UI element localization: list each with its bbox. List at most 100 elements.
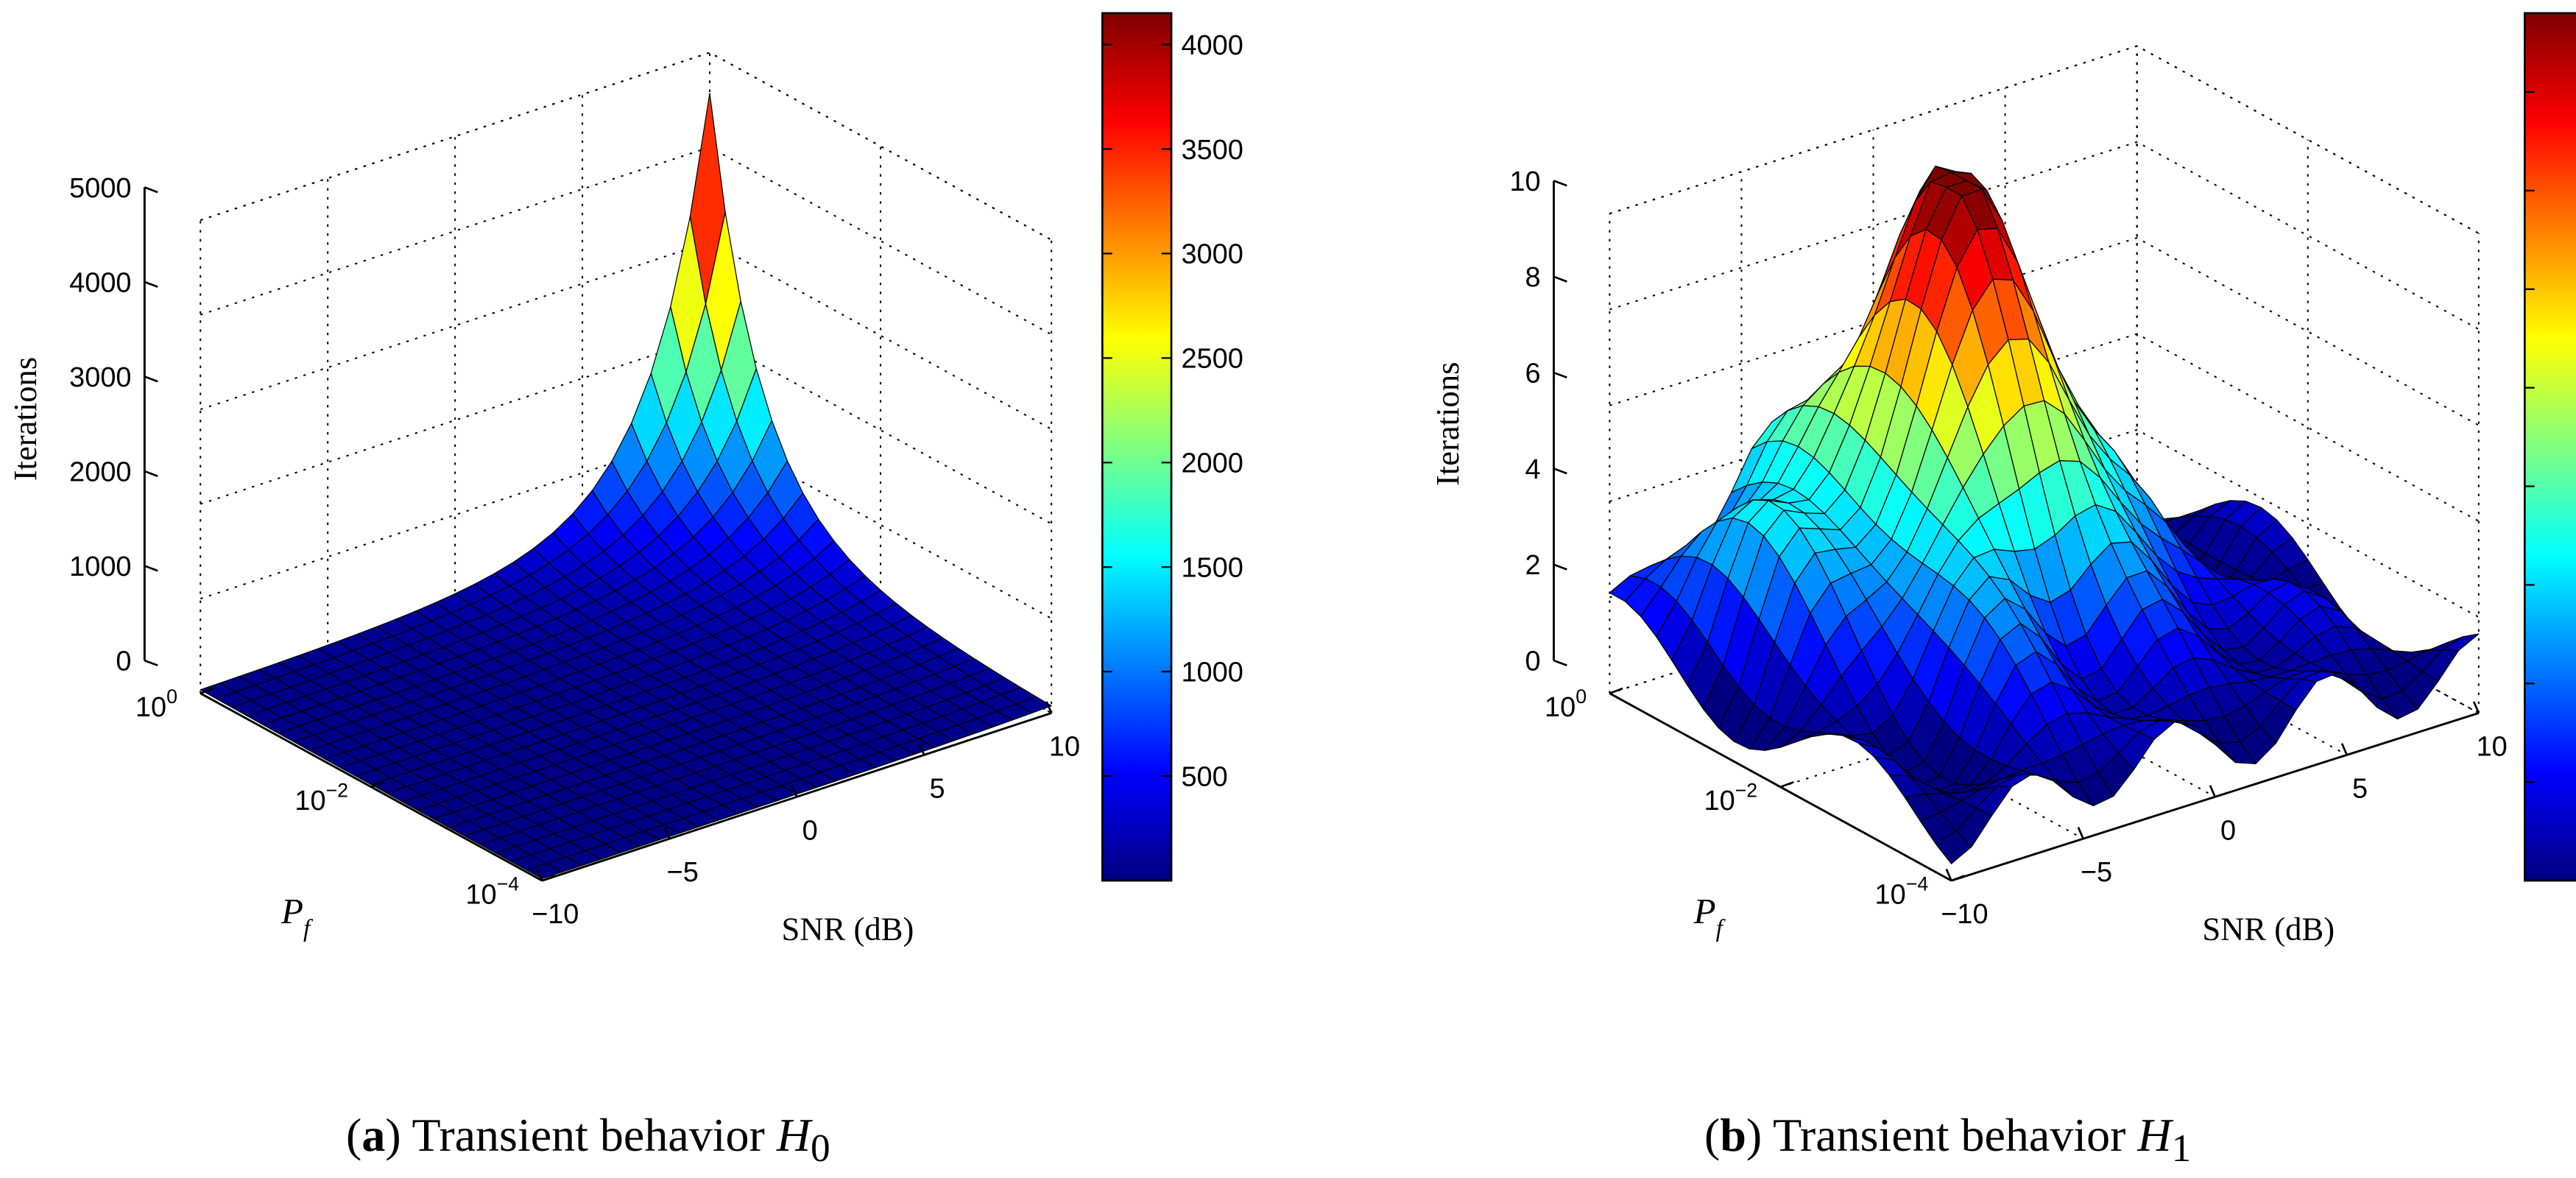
chart-b-xtick-label: −10 [1941, 899, 1988, 930]
chart-b-ytick-label: 10−2 [1704, 779, 1757, 817]
chart-a-ztick-label: 4000 [69, 267, 131, 298]
chart-b-xtick-label: 10 [2477, 731, 2508, 762]
chart-a-colorbar [1101, 12, 1173, 882]
chart-a-surface-patch [526, 863, 562, 879]
caption-b: (b) Transient behavior H1 [1704, 1109, 2192, 1170]
chart-a-colorbar-label: 1500 [1181, 553, 1243, 584]
chart-b-zlabel: Iterations [1429, 361, 1466, 486]
chart-a-zgrid-5 [200, 52, 1052, 241]
chart-b-ztick-label: 10 [1509, 166, 1540, 197]
chart-a-ytick-label: 100 [135, 685, 177, 723]
chart-a-ztick-mark [144, 281, 158, 288]
chart-b-ytick-mark [1951, 875, 1965, 882]
chart-b-axes [1553, 180, 2480, 882]
chart-b-xtick-label: −5 [2081, 857, 2112, 888]
chart-b-surface: 0 2 4 6 8 10 −10 −5 0 5 10 100 10−2 10−4 Iterations SNR… [1429, 12, 2576, 947]
chart-a-ztick-mark [144, 565, 158, 572]
chart-b-zgrid-5 [1609, 45, 2480, 234]
chart-a-zgrid-1 [200, 430, 1052, 619]
chart-b-ztick-mark [1553, 563, 1567, 571]
chart-a-ztick-mark [144, 659, 158, 667]
chart-a-surface-patches [200, 93, 1052, 879]
chart-a-ylabel: Pf [280, 891, 314, 942]
chart-b-ytick-exponent: −2 [1735, 779, 1758, 801]
chart-a-box-top [200, 52, 1052, 241]
chart-a-xlabel: SNR (dB) [782, 910, 914, 947]
chart-a-zgrid-3 [200, 241, 1052, 430]
chart-b-ytick-mark [1609, 687, 1623, 694]
chart-a-xtick-label: −10 [532, 899, 579, 930]
chart-b-ztick-mark [1553, 468, 1567, 475]
chart-b-xtick-mark [1945, 868, 1952, 881]
caption-a-sub: 0 [811, 1125, 830, 1170]
chart-a-xtick-mark [536, 868, 543, 881]
chart-b-ytick-exponent: −4 [1906, 872, 1929, 895]
chart-a-ytick-exponent: 0 [166, 685, 177, 708]
chart-a-ztick-label: 1000 [69, 551, 131, 582]
chart-a-ytick-exponent: −2 [326, 779, 349, 801]
chart-a-xtick-label: −5 [667, 857, 699, 888]
chart-a-colorbar-label: 3000 [1181, 239, 1243, 270]
chart-a-colorbar-label: 500 [1181, 762, 1227, 793]
chart-b-ztick-mark [1553, 659, 1567, 667]
chart-b-root: 0 2 4 6 8 10 −10 −5 0 5 10 100 10−2 10−4 Iterations SNR… [1429, 12, 2576, 947]
caption-a-text: Transient behavior [412, 1109, 765, 1161]
chart-a-colorbar-label: 4000 [1181, 30, 1243, 61]
chart-b-zgrid-1 [1609, 428, 2480, 618]
chart-b-xlabel: SNR (dB) [2202, 910, 2335, 947]
chart-b-ztick-label: 4 [1525, 454, 1541, 485]
chart-a-xtick-mark [663, 827, 671, 839]
chart-b-ztick-label: 6 [1525, 358, 1541, 389]
chart-a-zlabel: Iterations [7, 357, 43, 482]
chart-a-ylabel-sub: f [303, 915, 314, 942]
chart-b-ylabel-sub: f [1716, 915, 1726, 942]
chart-a-ztick-label: 0 [116, 646, 131, 677]
chart-b-xtick-mark [2472, 701, 2480, 714]
chart-b-ytick-label: 10−4 [1875, 872, 1929, 910]
chart-a-zgrid-4 [200, 146, 1052, 336]
chart-b-ztick-mark [1553, 371, 1567, 379]
caption-a-letter: a [361, 1109, 386, 1161]
chart-a-zgrid-2 [200, 335, 1052, 525]
chart-a-xtick-label: 5 [930, 773, 945, 804]
chart-b-ztick-mark [1553, 275, 1567, 283]
chart-a-colorbar-label: 2000 [1181, 448, 1243, 479]
chart-b-xtick-label: 0 [2220, 815, 2236, 846]
chart-b-ytick-exponent: 0 [1575, 685, 1587, 708]
chart-b-xtick-mark [2340, 743, 2348, 755]
chart-a-root: 010002000300040005000−10−5051010010−210−… [7, 12, 1243, 947]
chart-b-ztick-mark [1553, 180, 1567, 187]
caption-b-text: Transient behavior [1773, 1109, 2126, 1161]
chart-a-xtick-mark [791, 785, 798, 797]
chart-a-colorbar-label: 1000 [1181, 657, 1243, 688]
chart-b-surface-patch [1935, 830, 1972, 864]
chart-b-ztick-label: 0 [1525, 646, 1541, 677]
chart-b-ylabel: Pf [1693, 891, 1726, 942]
chart-b-xtick-label: 5 [2352, 773, 2368, 804]
chart-a-colorbar-label: 2500 [1181, 344, 1243, 375]
caption-b-letter: b [1720, 1109, 1746, 1161]
chart-b-box-top [1609, 45, 2480, 234]
chart-a-axes [143, 186, 1053, 882]
chart-b-ytick-mark [1779, 780, 1794, 789]
chart-b-xtick-mark [2077, 827, 2084, 839]
chart-a-ytick-mark [541, 875, 556, 882]
chart-a-ytick-exponent: −4 [497, 872, 520, 895]
chart-b-surface-patches [1609, 166, 2480, 864]
chart-a-ztick-mark [144, 375, 158, 383]
chart-b-zgrid-3 [1609, 237, 2480, 426]
chart-a-ztick-mark [144, 470, 158, 477]
chart-a-ytick-label: 10−2 [294, 779, 348, 817]
chart-a-surface: 010002000300040005000−10−5051010010−210−… [7, 12, 1243, 947]
chart-a-xtick-label: 0 [802, 815, 818, 846]
chart-b-colorbar [2523, 12, 2576, 882]
chart-a-ztick-label: 3000 [69, 362, 131, 393]
chart-a-xtick-label: 10 [1049, 731, 1080, 762]
caption-b-sub: 1 [2171, 1125, 2192, 1170]
chart-a-colorbar-label: 3500 [1181, 135, 1243, 166]
chart-b-ztick-label: 8 [1525, 262, 1541, 293]
chart-a-ytick-label: 10−4 [465, 872, 519, 910]
chart-a-xtick-mark [1045, 701, 1053, 714]
chart-b-zgrid-4 [1609, 141, 2480, 331]
